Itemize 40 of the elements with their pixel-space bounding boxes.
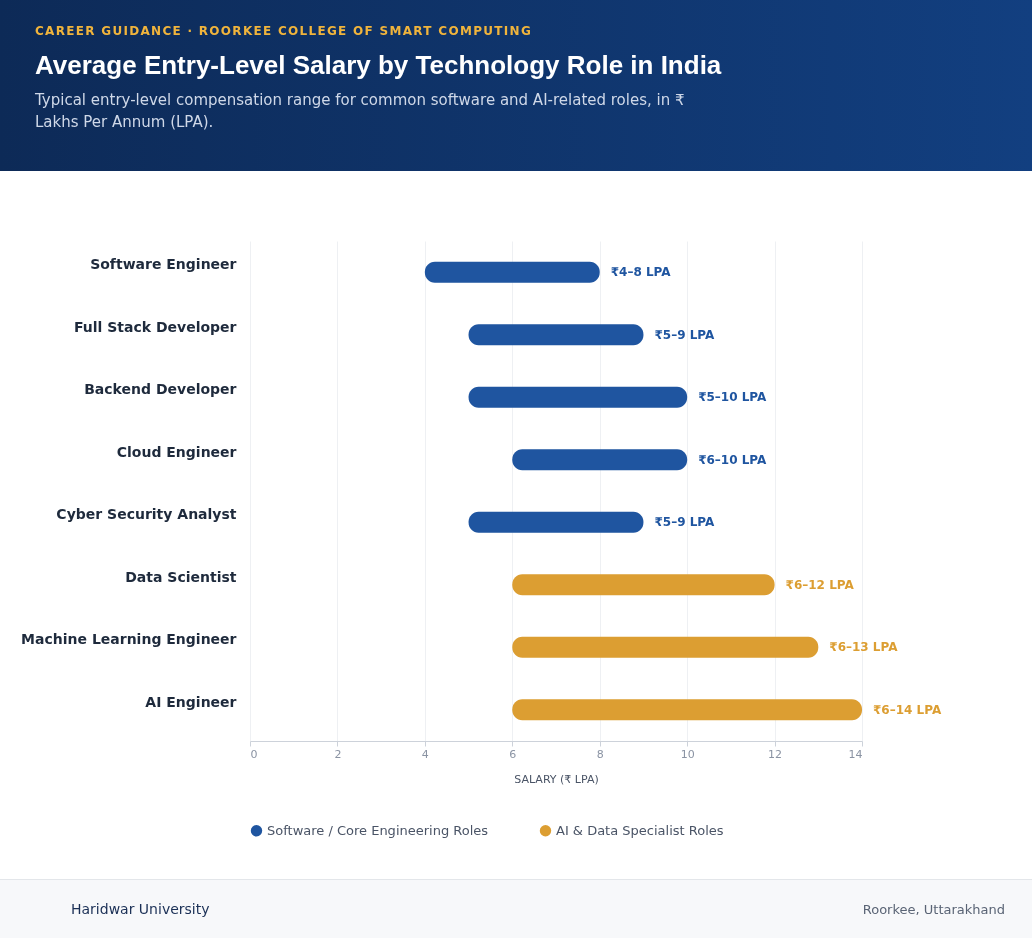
bar <box>512 636 819 658</box>
text: CAREER GUIDANCE · ROORKEE COLLEGE OF SMART COMPUTING <box>35 24 534 38</box>
bar <box>512 449 688 471</box>
data-label: ₹6–14 LPA <box>873 702 942 717</box>
bar <box>512 574 775 596</box>
y-tick-label: Cloud Engineer <box>116 443 237 460</box>
data-label: ₹5–9 LPA <box>654 327 715 342</box>
x-tick-label: 2 <box>334 747 342 761</box>
data-label: ₹6–12 LPA <box>785 577 855 592</box>
y-tick-label: AI Engineer <box>145 693 237 710</box>
chart-subtitle: Typical entry-level compensation range for common software and AI-related roles, in ₹ Lakhs Per Annum (LPA). <box>35 90 686 133</box>
chart-title: Average Entry-Level Salary by Technology Role in India <box>35 50 723 81</box>
data-label: ₹5–10 LPA <box>698 390 768 405</box>
x-axis-title: SALARY (₹ LPA) <box>514 772 599 786</box>
x-tick-label: 0 <box>250 747 258 761</box>
y-tick-label: Software Engineer <box>90 256 237 273</box>
x-tick-label: 6 <box>509 747 517 761</box>
data-label: ₹6–13 LPA <box>829 640 899 655</box>
bar <box>468 324 644 346</box>
x-tick-label: 8 <box>596 747 604 761</box>
bar <box>468 511 644 533</box>
y-tick-label: Machine Learning Engineer <box>21 631 237 648</box>
bar <box>468 386 688 408</box>
data-label: ₹6–10 LPA <box>698 452 768 467</box>
x-tick-label: 14 <box>848 747 863 761</box>
legend-label: Software / Core Engineering Roles <box>267 822 489 838</box>
data-label: ₹4–8 LPA <box>610 265 672 280</box>
x-tick-label: 12 <box>768 747 783 761</box>
legend-label: AI & Data Specialist Roles <box>556 822 724 838</box>
y-tick-label: Full Stack Developer <box>73 318 237 335</box>
y-tick-label: Backend Developer <box>84 381 237 398</box>
x-tick-label: 4 <box>421 747 429 761</box>
y-tick-label: Data Scientist <box>125 568 237 585</box>
bar <box>512 699 862 721</box>
data-label: ₹5–9 LPA <box>654 515 715 530</box>
text: Haridwar University <box>71 901 210 917</box>
text: Roorkee, Uttarakhand <box>862 901 1005 917</box>
x-tick-label: 10 <box>680 747 695 761</box>
y-tick-label: Cyber Security Analyst <box>56 506 237 523</box>
bar <box>424 261 600 283</box>
